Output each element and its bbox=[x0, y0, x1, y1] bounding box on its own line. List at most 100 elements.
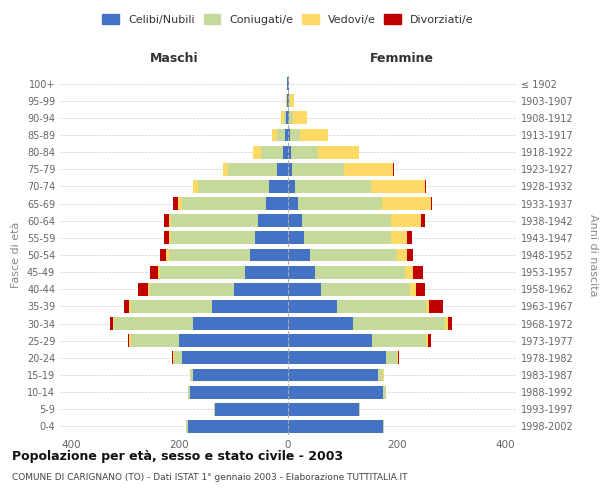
Bar bbox=[353, 317, 445, 330]
Bar bbox=[187, 420, 188, 433]
Bar bbox=[158, 266, 160, 278]
Bar bbox=[344, 163, 393, 175]
Bar bbox=[318, 146, 359, 158]
Bar bbox=[277, 128, 285, 141]
Bar bbox=[269, 180, 288, 193]
Bar bbox=[288, 300, 337, 313]
Text: Femmine: Femmine bbox=[370, 52, 434, 64]
Bar bbox=[288, 403, 359, 415]
Bar bbox=[398, 352, 399, 364]
Bar bbox=[383, 386, 386, 398]
Text: COMUNE DI CARIGNANO (TO) - Dati ISTAT 1° gennaio 2003 - Elaborazione TUTTITALIA.: COMUNE DI CARIGNANO (TO) - Dati ISTAT 1°… bbox=[12, 472, 407, 482]
Bar bbox=[320, 283, 410, 296]
Bar bbox=[337, 300, 427, 313]
Bar bbox=[290, 128, 301, 141]
Bar bbox=[130, 334, 131, 347]
Bar bbox=[416, 283, 425, 296]
Bar bbox=[215, 403, 288, 415]
Bar bbox=[190, 368, 193, 382]
Bar bbox=[289, 112, 293, 124]
Bar bbox=[164, 232, 169, 244]
Bar bbox=[258, 214, 288, 227]
Legend: Celibi/Nubili, Coniugati/e, Vedovi/e, Divorziati/e: Celibi/Nubili, Coniugati/e, Vedovi/e, Di… bbox=[99, 10, 477, 28]
Bar bbox=[288, 317, 353, 330]
Bar bbox=[188, 386, 190, 398]
Bar bbox=[372, 334, 427, 347]
Bar bbox=[266, 197, 288, 210]
Bar bbox=[288, 180, 295, 193]
Bar bbox=[427, 334, 428, 347]
Bar bbox=[288, 197, 298, 210]
Text: Popolazione per età, sesso e stato civile - 2003: Popolazione per età, sesso e stato civil… bbox=[12, 450, 343, 463]
Bar bbox=[182, 197, 266, 210]
Bar bbox=[193, 368, 288, 382]
Bar bbox=[445, 317, 448, 330]
Bar bbox=[256, 232, 288, 244]
Bar bbox=[397, 248, 407, 262]
Bar bbox=[391, 232, 407, 244]
Bar bbox=[315, 266, 405, 278]
Bar bbox=[298, 197, 382, 210]
Bar bbox=[286, 112, 288, 124]
Text: Maschi: Maschi bbox=[149, 52, 199, 64]
Bar bbox=[110, 317, 113, 330]
Bar bbox=[288, 420, 383, 433]
Bar bbox=[138, 283, 148, 296]
Bar bbox=[371, 180, 425, 193]
Bar bbox=[250, 248, 288, 262]
Bar bbox=[283, 146, 288, 158]
Bar bbox=[427, 300, 429, 313]
Bar bbox=[223, 163, 228, 175]
Bar bbox=[397, 352, 398, 364]
Bar bbox=[304, 232, 391, 244]
Bar bbox=[179, 334, 288, 347]
Bar bbox=[386, 352, 397, 364]
Bar bbox=[407, 248, 413, 262]
Bar bbox=[302, 214, 391, 227]
Bar bbox=[149, 266, 158, 278]
Bar bbox=[421, 214, 425, 227]
Bar bbox=[292, 163, 344, 175]
Bar bbox=[393, 163, 394, 175]
Bar bbox=[148, 283, 149, 296]
Bar bbox=[288, 352, 386, 364]
Bar bbox=[114, 317, 193, 330]
Bar bbox=[290, 94, 294, 107]
Bar bbox=[190, 386, 288, 398]
Bar bbox=[288, 386, 383, 398]
Bar bbox=[129, 300, 131, 313]
Bar bbox=[288, 128, 290, 141]
Bar bbox=[391, 214, 421, 227]
Y-axis label: Anni di nascita: Anni di nascita bbox=[587, 214, 598, 296]
Bar bbox=[173, 197, 178, 210]
Bar bbox=[407, 232, 412, 244]
Bar bbox=[193, 317, 288, 330]
Bar bbox=[377, 368, 383, 382]
Bar bbox=[413, 266, 422, 278]
Bar bbox=[188, 420, 288, 433]
Bar bbox=[234, 283, 288, 296]
Bar bbox=[288, 214, 302, 227]
Bar bbox=[288, 232, 304, 244]
Bar bbox=[277, 163, 288, 175]
Bar bbox=[382, 197, 431, 210]
Bar bbox=[214, 403, 215, 415]
Bar bbox=[171, 214, 258, 227]
Bar bbox=[128, 334, 130, 347]
Bar bbox=[431, 197, 433, 210]
Bar bbox=[171, 232, 256, 244]
Bar bbox=[193, 180, 199, 193]
Bar bbox=[291, 146, 318, 158]
Bar bbox=[166, 248, 169, 262]
Bar bbox=[178, 197, 182, 210]
Bar bbox=[295, 180, 371, 193]
Bar bbox=[289, 94, 290, 107]
Bar bbox=[228, 163, 277, 175]
Bar bbox=[288, 334, 372, 347]
Bar bbox=[199, 180, 269, 193]
Bar bbox=[288, 163, 292, 175]
Bar bbox=[131, 334, 179, 347]
Bar bbox=[301, 128, 328, 141]
Bar bbox=[310, 248, 397, 262]
Bar bbox=[253, 146, 261, 158]
